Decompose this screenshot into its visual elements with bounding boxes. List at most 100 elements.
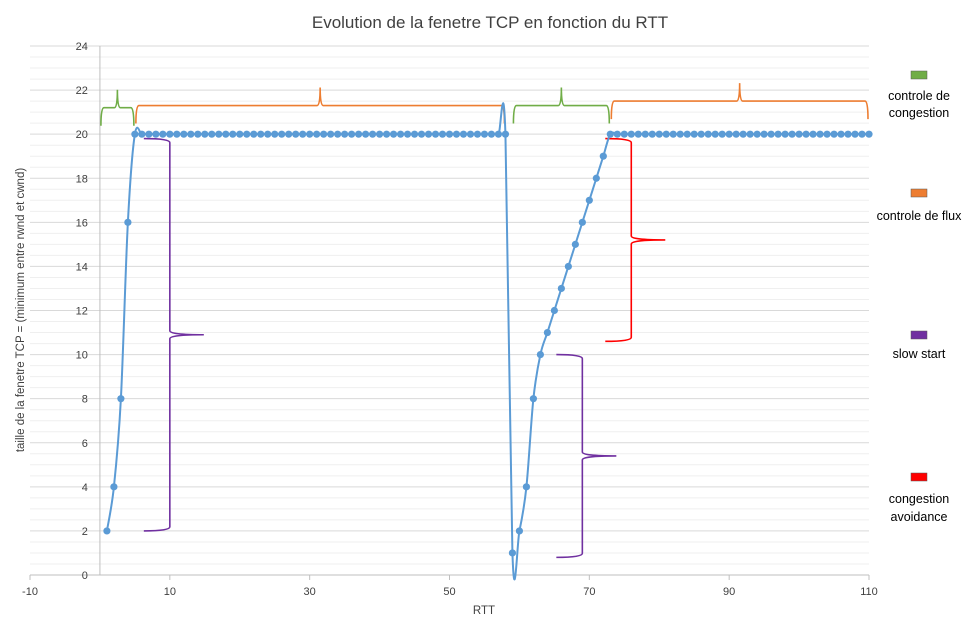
data-point	[431, 130, 440, 138]
x-axis-label: RTT	[473, 605, 495, 617]
y-tick-label: 0	[82, 570, 88, 582]
congestion-avoidance-brace	[605, 137, 666, 343]
legend-swatch	[910, 472, 928, 482]
data-point	[403, 130, 412, 138]
data-point	[676, 130, 684, 138]
legend-label: congestion avoidance	[889, 492, 950, 524]
y-tick-label: 4	[82, 482, 88, 494]
data-point	[117, 395, 125, 403]
data-point	[816, 130, 824, 138]
data-point	[292, 130, 300, 138]
x-axis-ticks: -10 10 30 50 70 90 110	[22, 575, 878, 598]
data-point	[851, 130, 859, 138]
y-tick-label: 2	[82, 526, 88, 538]
data-point	[543, 328, 551, 337]
y-tick-label: 10	[76, 350, 88, 362]
data-point	[438, 130, 447, 138]
data-point	[250, 130, 258, 138]
data-point	[396, 130, 405, 138]
data-point	[473, 130, 482, 138]
data-point	[578, 218, 586, 226]
data-point	[655, 130, 663, 138]
data-point	[753, 130, 761, 138]
data-point	[271, 130, 279, 138]
data-point	[103, 527, 111, 535]
data-point	[348, 130, 356, 138]
data-point	[725, 130, 733, 138]
x-tick-label: 90	[723, 586, 735, 598]
controle-de-congestion-brace	[100, 89, 135, 126]
x-tick-label: 50	[443, 586, 455, 598]
y-tick-label: 14	[76, 261, 88, 273]
data-point	[508, 549, 517, 557]
y-tick-label: 6	[82, 438, 88, 450]
data-point	[781, 130, 789, 138]
legend-label: controle de flux	[877, 209, 963, 223]
data-point	[564, 262, 572, 271]
data-point	[341, 130, 349, 138]
data-point	[620, 130, 628, 138]
y-tick-label: 22	[76, 85, 88, 97]
data-point	[830, 130, 838, 138]
data-point	[599, 152, 607, 160]
data-point	[634, 130, 642, 138]
data-point	[767, 130, 775, 138]
data-point	[445, 130, 454, 138]
x-tick-label: 30	[304, 586, 316, 598]
data-point	[180, 130, 188, 138]
data-point	[236, 130, 244, 138]
data-point	[522, 483, 531, 491]
chart-title: Evolution de la fenetre TCP en fonction …	[312, 13, 668, 32]
data-point	[124, 218, 132, 226]
slow-start-brace	[556, 353, 617, 559]
data-point	[187, 130, 195, 138]
data-point	[837, 130, 845, 138]
data-point	[159, 130, 167, 138]
data-point	[138, 130, 146, 138]
data-point	[194, 130, 202, 138]
data-point	[788, 130, 796, 138]
data-point	[760, 130, 768, 138]
data-point	[669, 130, 677, 138]
data-point	[536, 350, 544, 359]
data-point	[690, 130, 698, 138]
legend-label: controle de congestion	[888, 89, 950, 120]
controle-de-flux-brace	[610, 83, 869, 120]
gridlines	[30, 45, 869, 576]
slow-start-brace	[143, 137, 204, 532]
data-point	[327, 130, 335, 138]
data-point	[306, 130, 314, 138]
data-point	[795, 130, 803, 138]
y-tick-label: 8	[82, 394, 88, 406]
data-point	[823, 130, 831, 138]
y-tick-label: 20	[76, 129, 88, 141]
x-tick-label: 110	[860, 586, 878, 598]
legend-swatch	[910, 188, 928, 198]
x-tick-label: 70	[583, 586, 595, 598]
data-point	[299, 130, 307, 138]
legend: controle de congestion controle de flux slo…	[877, 70, 963, 524]
data-point	[480, 130, 489, 138]
data-point	[222, 130, 230, 138]
data-point	[110, 483, 118, 491]
data-point	[424, 130, 433, 138]
x-tick-label: -10	[22, 586, 38, 598]
data-point	[410, 130, 419, 138]
legend-swatch	[910, 70, 928, 80]
data-point	[201, 130, 209, 138]
data-point	[592, 174, 600, 182]
data-point	[313, 130, 321, 138]
data-point	[718, 130, 726, 138]
controle-de-flux-brace	[135, 87, 506, 124]
data-point	[375, 130, 384, 138]
data-point	[683, 130, 691, 138]
x-tick-label: 10	[164, 586, 176, 598]
data-point	[606, 130, 614, 138]
data-point	[131, 130, 139, 138]
series-line	[105, 102, 870, 581]
data-point	[278, 130, 286, 138]
data-point	[501, 130, 510, 138]
